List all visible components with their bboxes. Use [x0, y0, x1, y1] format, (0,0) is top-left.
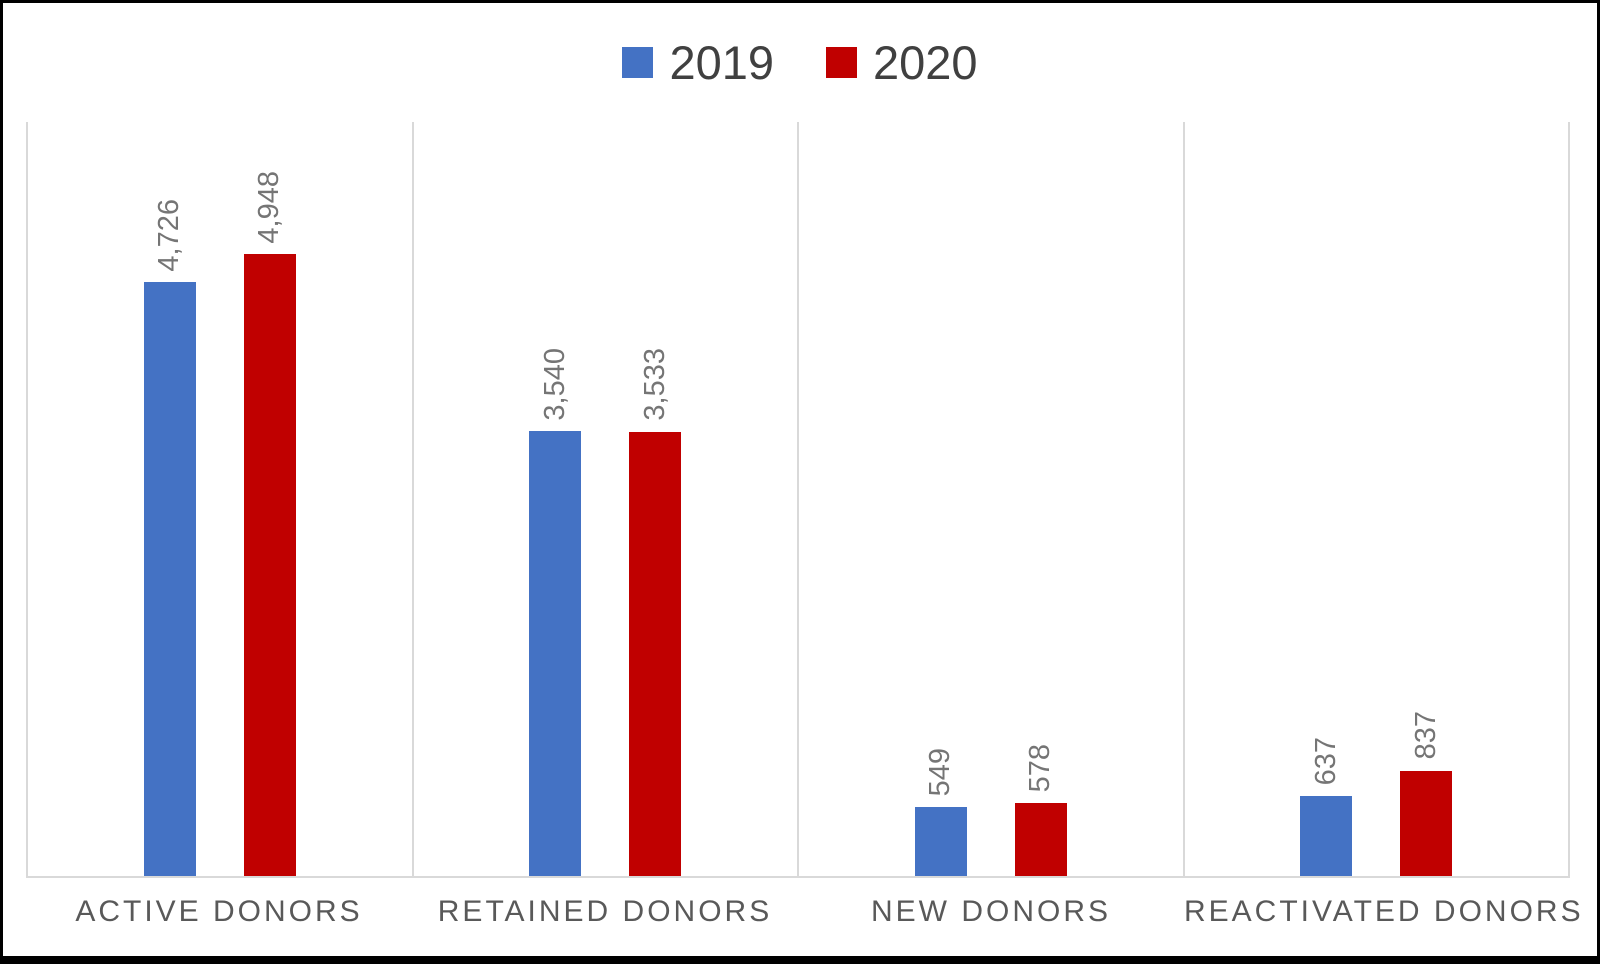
data-label: 3,533: [638, 348, 671, 422]
category-panel: 4,726 4,948: [28, 122, 412, 876]
legend-swatch-2019-icon: [622, 47, 654, 78]
category-panel: 549 578: [797, 122, 1183, 876]
bar-2020: [1400, 770, 1453, 876]
bar-group-item: 837: [1400, 122, 1453, 876]
data-label: 549: [924, 747, 957, 797]
data-label: 637: [1309, 736, 1342, 785]
bar-group-item: 578: [1014, 122, 1067, 876]
legend-item-2019: 2019: [622, 39, 774, 86]
bar-group-item: 3,533: [629, 122, 682, 876]
chart-legend: 2019 2020: [3, 3, 1597, 122]
legend-label-2019: 2019: [669, 36, 774, 89]
legend-item-2020: 2020: [826, 39, 978, 86]
bar-2020: [243, 254, 296, 876]
bar-2019: [529, 431, 582, 876]
data-label: 4,948: [253, 170, 286, 244]
data-label: 4,726: [153, 198, 186, 272]
bar-2019: [143, 282, 196, 876]
category-panel: 3,540 3,533: [411, 122, 798, 876]
bar-2019: [914, 807, 967, 876]
category-panel: 637 837: [1182, 122, 1569, 876]
bar-group-item: 3,540: [529, 122, 582, 876]
category-label: NEW DONORS: [871, 895, 1111, 928]
category-label: ACTIVE DONORS: [75, 895, 363, 928]
bar-group-item: 4,948: [243, 122, 296, 876]
data-label: 837: [1409, 711, 1442, 760]
bar-group-item: 549: [914, 122, 967, 876]
bar-2020: [1014, 803, 1067, 876]
legend-swatch-2020-icon: [826, 47, 857, 78]
category-label: RETAINED DONORS: [437, 895, 773, 928]
bar-2020: [629, 432, 682, 876]
legend-label-2020: 2020: [873, 36, 978, 89]
data-label: 3,540: [538, 347, 571, 421]
bar-2019: [1300, 795, 1353, 876]
plot-area: 4,726 4,948 3,540 3,533 549 578 637 837: [26, 122, 1570, 878]
data-label: 578: [1024, 743, 1057, 793]
category-axis: ACTIVE DONORS RETAINED DONORS NEW DONORS RE…: [26, 878, 1584, 956]
bar-group-item: 637: [1300, 122, 1353, 876]
category-label: REACTIVATED DONORS: [1184, 895, 1584, 928]
bar-group-item: 4,726: [143, 122, 196, 876]
